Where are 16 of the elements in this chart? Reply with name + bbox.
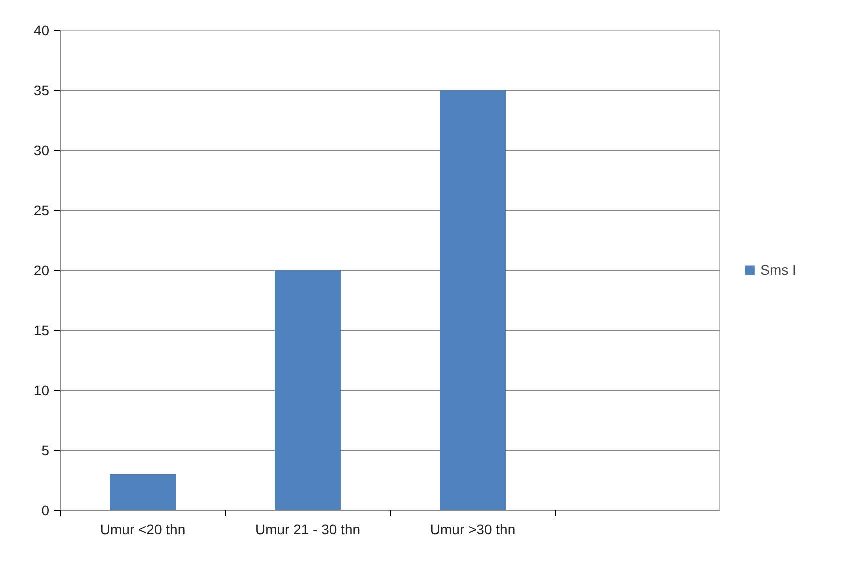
y-tick-label: 20 [34,262,50,278]
y-tick-label: 30 [34,142,50,158]
y-tick-label: 5 [42,442,50,458]
x-tick-label: Umur <20 thn [100,522,186,538]
y-tick-label: 40 [34,22,50,38]
y-tick-label: 15 [34,322,50,338]
bar [440,90,506,510]
y-tick-label: 10 [34,382,50,398]
x-tick-label: Umur 21 - 30 thn [255,522,361,538]
legend-label: Sms I [760,262,796,278]
y-tick-label: 0 [42,502,50,518]
y-tick-label: 35 [34,82,50,98]
bar [275,270,341,510]
bar [110,474,176,510]
y-tick-label: 25 [34,202,50,218]
x-tick-label: Umur >30 thn [430,522,516,538]
